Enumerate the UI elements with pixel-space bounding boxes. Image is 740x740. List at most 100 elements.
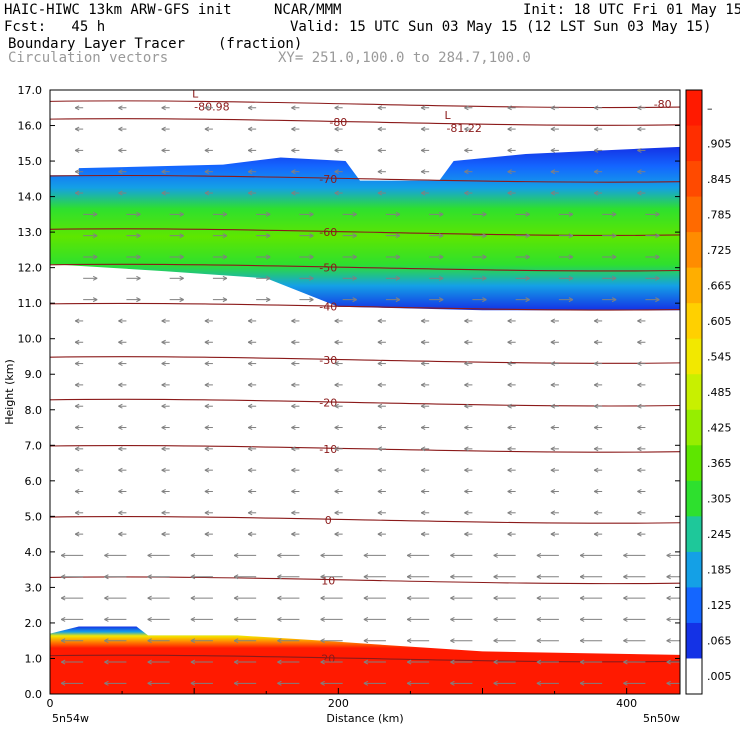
vector-arrowhead [118, 531, 123, 537]
vector-arrowhead [74, 105, 80, 111]
vector-arrowhead [118, 169, 123, 175]
vector-arrowhead [161, 425, 166, 430]
vector-arrowhead [681, 191, 685, 195]
y-tick-label: 7.0 [25, 439, 43, 452]
vector-arrowhead [550, 403, 556, 409]
vector-arrowhead [161, 318, 166, 324]
vector-arrowhead [161, 489, 166, 494]
vector-arrowhead [60, 595, 66, 601]
vector-arrowhead [179, 297, 184, 303]
vector-arrowhead [161, 147, 166, 153]
vector-arrowhead [450, 574, 455, 580]
vector-arrowhead [74, 318, 80, 324]
vector-arrowhead [681, 426, 685, 430]
vector-arrowhead [420, 105, 426, 111]
vector-arrowhead [233, 616, 239, 622]
vector-arrowhead [507, 446, 512, 452]
vector-arrowhead [550, 446, 556, 452]
vector-arrowhead [291, 467, 296, 473]
valid-time: Valid: 15 UTC Sun 03 May 15 (12 LST Sun … [290, 19, 712, 35]
vector-arrowhead [377, 147, 383, 153]
y-tick-label: 3.0 [25, 581, 43, 594]
vector-arrowhead [60, 574, 66, 580]
y-tick-label: 6.0 [25, 475, 43, 488]
vector-arrowhead [579, 680, 585, 686]
vector-arrowhead [377, 382, 383, 388]
vector-arrowhead [450, 552, 455, 558]
vector-arrowhead [623, 638, 628, 644]
vector-arrowhead [579, 552, 585, 558]
vector-arrowhead [377, 425, 383, 430]
vector-arrowhead [334, 126, 339, 132]
vector-arrowhead [593, 403, 599, 409]
vector-arrowhead [377, 403, 383, 409]
temperature-contour [50, 118, 680, 126]
vector-arrowhead [161, 339, 166, 345]
colorbar-label: .485 [707, 386, 732, 399]
vector-arrowhead [593, 126, 599, 132]
vector-arrowhead [637, 489, 642, 494]
vector-arrowhead [482, 297, 487, 303]
vector-arrowhead [525, 297, 530, 303]
vector-arrowhead [681, 532, 685, 536]
vector-arrowhead [550, 126, 556, 132]
vector-arrowhead [291, 361, 296, 367]
vector-arrowhead [464, 169, 469, 175]
vector-arrowhead [60, 552, 66, 558]
vector-arrowhead [92, 297, 98, 303]
vector-arrowhead [204, 147, 210, 153]
vector-arrowhead [291, 169, 296, 175]
vector-arrowhead [147, 595, 152, 601]
vector-arrowhead [420, 190, 426, 196]
contour-label: -70 [319, 173, 337, 186]
vector-arrowhead [666, 659, 671, 665]
vector-arrowhead [320, 595, 325, 601]
vector-arrowhead [204, 105, 210, 111]
vector-arrowhead [438, 297, 444, 303]
vector-arrowhead [277, 574, 282, 580]
vector-arrowhead [118, 126, 123, 132]
colorbar-label: .665 [707, 279, 732, 292]
vector-arrowhead [579, 616, 585, 622]
vector-arrowhead [74, 425, 80, 430]
colorbar-label: .005 [707, 670, 732, 683]
vector-arrowhead [637, 126, 642, 132]
temperature-contour [50, 398, 680, 407]
vector-arrowhead [464, 425, 469, 430]
low-value: -81.22 [446, 122, 481, 135]
org-label: NCAR/MMM [274, 2, 342, 18]
vector-arrowhead [579, 595, 585, 601]
vector-arrowhead [550, 105, 556, 111]
vector-arrowhead [277, 659, 282, 665]
vector-arrowhead [420, 489, 426, 494]
vector-arrowhead [204, 489, 210, 494]
vector-arrowhead [377, 510, 383, 516]
vector-arrowhead [493, 659, 498, 665]
vector-arrowhead [420, 510, 426, 516]
vector-arrowhead [136, 233, 141, 239]
vector-arrowhead [464, 190, 469, 196]
vector-arrowhead [233, 638, 239, 644]
vector-arrowhead [204, 339, 210, 345]
vector-arrowhead [204, 403, 210, 409]
colorbar-swatch [686, 267, 702, 304]
vector-arrowhead [681, 383, 685, 387]
vector-arrowhead [104, 616, 109, 622]
colorbar-swatch [686, 587, 702, 624]
vector-arrowhead [204, 467, 210, 473]
vector-arrowhead [655, 297, 660, 303]
init-time: Init: 18 UTC Fri 01 May 15 [523, 2, 740, 18]
vector-arrowhead [507, 510, 512, 516]
vector-arrowhead [464, 510, 469, 516]
vector-arrowhead [334, 382, 339, 388]
vector-arrowhead [464, 361, 469, 367]
temperature-contour [50, 302, 680, 311]
vector-arrowhead [118, 147, 123, 153]
vector-arrowhead [334, 510, 339, 516]
vector-arrowhead [623, 574, 628, 580]
vector-arrowhead [593, 510, 599, 516]
vector-arrowhead [681, 511, 685, 515]
vector-arrowhead [179, 275, 184, 281]
vector-arrowhead [550, 339, 556, 345]
